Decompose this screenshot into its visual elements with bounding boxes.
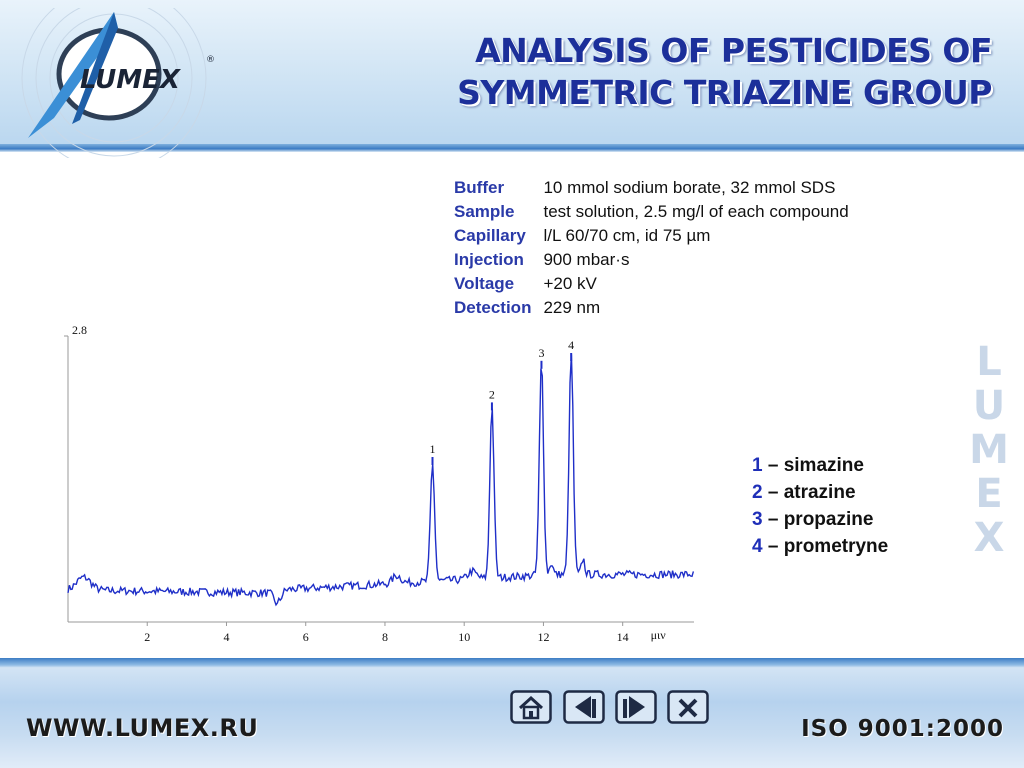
x-tick-label: 8	[382, 630, 388, 644]
parameter-value: 900 mbar·s	[543, 250, 630, 269]
x-tick-label: 4	[223, 630, 229, 644]
legend-number: 3	[752, 509, 763, 530]
x-tick-label: 14	[617, 630, 629, 644]
close-icon	[667, 690, 709, 724]
legend-item: 4 – prometryne	[752, 533, 888, 560]
legend-compound: – atrazine	[762, 482, 856, 503]
parameter-value: 229 nm	[543, 298, 601, 317]
parameter-value: +20 kV	[543, 274, 597, 293]
iso-certification: ISO 9001:2000	[801, 716, 1004, 742]
legend-compound: – propazine	[762, 509, 874, 530]
close-button[interactable]	[667, 690, 709, 724]
parameter-row: Voltage +20 kV	[454, 272, 849, 296]
parameter-row: Capillary l/L 60/70 cm, id 75 µm	[454, 224, 849, 248]
parameter-row: Buffer 10 mmol sodium borate, 32 mmol SDS	[454, 176, 849, 200]
parameter-value: l/L 60/70 cm, id 75 µm	[543, 226, 711, 245]
parameter-label: Sample	[454, 202, 515, 221]
chart-trace	[67, 354, 695, 607]
peak-label: 2	[489, 387, 495, 401]
website-url[interactable]: WWW.LUMEX.RU	[26, 714, 259, 742]
legend-number: 2	[752, 482, 763, 503]
parameter-label: Buffer	[454, 178, 505, 197]
chart-peak-labels: 1 2 3 4	[430, 338, 574, 465]
arrow-right-icon	[615, 690, 657, 724]
next-button[interactable]	[615, 690, 657, 724]
legend-item: 2 – atrazine	[752, 479, 888, 506]
peak-label: 1	[430, 442, 436, 456]
legend-compound: – simazine	[762, 455, 864, 476]
parameter-label: Injection	[454, 250, 524, 269]
watermark-letter: M	[969, 427, 1009, 473]
footer-stripe	[0, 658, 1024, 668]
parameter-row: Sample test solution, 2.5 mg/l of each co…	[454, 200, 849, 224]
previous-button[interactable]	[563, 690, 605, 724]
x-tick-label: 2	[144, 630, 150, 644]
parameter-row: Injection 900 mbar·s	[454, 248, 849, 272]
header-stripe	[0, 144, 1024, 152]
parameter-label: Voltage	[454, 274, 515, 293]
logo-text: LUMEX	[80, 65, 182, 95]
peak-label: 4	[568, 338, 574, 352]
parameter-value: 10 mmol sodium borate, 32 mmol SDS	[543, 178, 836, 197]
page-title: ANALYSIS OF PESTICIDES OF SYMMETRIC TRIA…	[352, 30, 992, 114]
legend-item: 3 – propazine	[752, 506, 888, 533]
legend-number: 4	[752, 536, 763, 557]
x-tick-label: 12	[537, 630, 549, 644]
legend-item: 1 – simazine	[752, 452, 888, 479]
parameter-value: test solution, 2.5 mg/l of each compound	[543, 202, 849, 221]
parameter-label: Capillary	[454, 226, 526, 245]
title-line-1: ANALYSIS OF PESTICIDES OF	[475, 31, 992, 70]
method-parameters: Buffer 10 mmol sodium borate, 32 mmol SDS…	[454, 176, 849, 320]
watermark-letter: L	[976, 339, 1002, 385]
legend-number: 1	[752, 455, 763, 476]
x-tick-label: 10	[458, 630, 470, 644]
home-button[interactable]	[510, 690, 552, 724]
watermark-letter: X	[973, 515, 1005, 561]
x-unit-label: μιν	[651, 628, 667, 642]
y-tick-label: 2.8	[72, 323, 87, 337]
arrow-left-icon	[563, 690, 605, 724]
title-line-2: SYMMETRIC TRIAZINE GROUP	[457, 73, 992, 112]
logo-registered-mark: ®	[206, 55, 215, 65]
legend-compound: – prometryne	[762, 536, 889, 557]
peak-label: 3	[538, 346, 544, 360]
watermark-letter: E	[975, 471, 1003, 517]
lumex-logo: LUMEX ®	[14, 0, 244, 171]
compound-legend: 1 – simazine 2 – atrazine 3 – propazine 4 –…	[752, 452, 888, 560]
watermark-letter: U	[972, 383, 1006, 429]
home-icon	[510, 690, 552, 724]
parameter-row: Detection 229 nm	[454, 296, 849, 320]
chart-axes: 2.8	[64, 323, 694, 623]
x-tick-label: 6	[303, 630, 309, 644]
parameter-label: Detection	[454, 298, 532, 317]
chart-x-ticks: 2 4 6 8 10 12 14 μιν	[144, 622, 666, 644]
